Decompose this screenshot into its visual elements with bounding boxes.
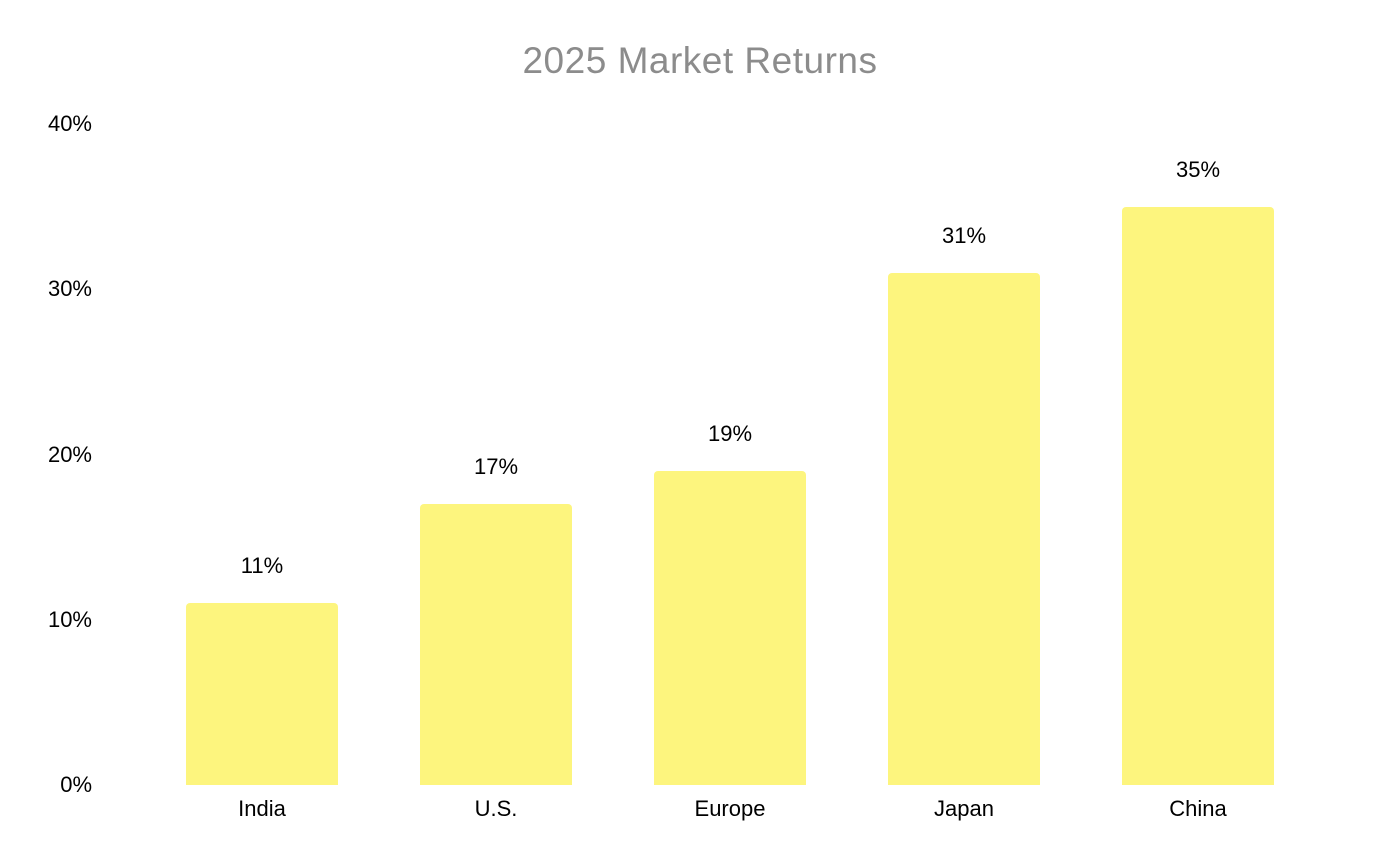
y-axis-tick-label: 0% xyxy=(60,772,92,797)
x-axis-category-label-china: China xyxy=(1169,796,1227,821)
bar-u-s xyxy=(420,504,572,785)
bar-value-label-u-s: 17% xyxy=(473,454,519,480)
bar-value-label-japan: 31% xyxy=(941,222,987,248)
bar-value-label-china: 35% xyxy=(1175,156,1221,182)
x-axis-category-label-europe: Europe xyxy=(694,796,766,821)
y-axis-tick-label: 30% xyxy=(47,276,92,302)
x-axis-category-label-india: India xyxy=(238,796,286,821)
bar-japan xyxy=(888,272,1040,785)
y-axis-tick-label: 10% xyxy=(47,606,92,632)
chart-title: 2025 Market Returns xyxy=(522,40,878,81)
y-axis-tick-label: 40% xyxy=(47,111,92,136)
bar-value-label-europe: 19% xyxy=(707,421,753,447)
bar-india xyxy=(186,603,338,785)
x-axis-category-label-u-s: U.S. xyxy=(474,796,518,821)
x-axis-category-label-japan: Japan xyxy=(934,796,994,821)
bar-europe xyxy=(654,471,806,785)
bar-china xyxy=(1122,206,1274,785)
bar-value-label-india: 11% xyxy=(240,553,284,579)
y-axis-tick-label: 20% xyxy=(47,441,92,467)
